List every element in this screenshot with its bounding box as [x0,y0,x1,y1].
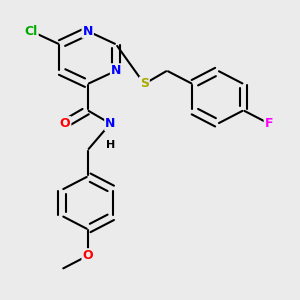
Text: Cl: Cl [25,25,38,38]
Text: H: H [106,140,115,150]
Text: F: F [265,117,273,130]
Text: S: S [140,77,149,91]
Text: O: O [60,117,70,130]
Text: N: N [82,25,93,38]
Text: N: N [111,64,121,77]
Text: O: O [82,249,93,262]
Text: N: N [105,117,116,130]
